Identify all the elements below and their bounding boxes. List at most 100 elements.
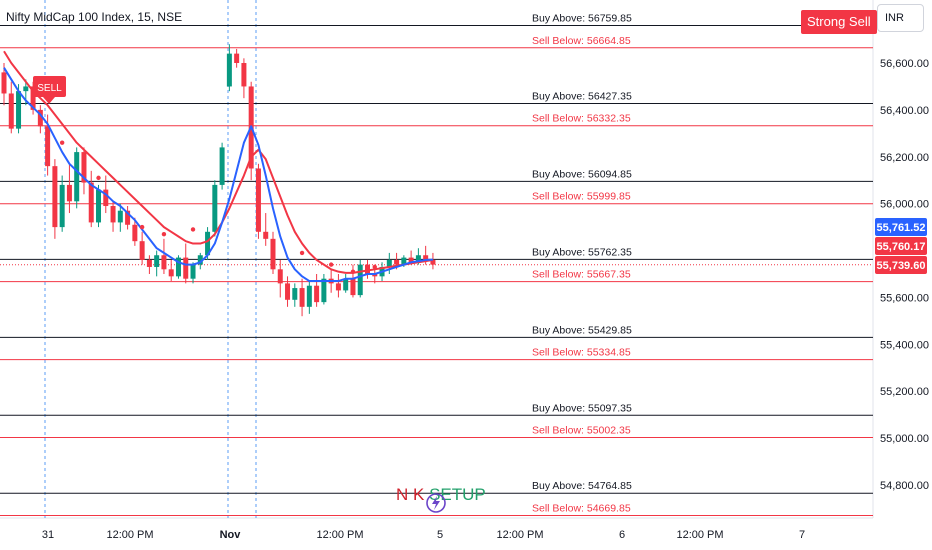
time-tick-label: 5 xyxy=(437,529,443,541)
moving-averages xyxy=(3,50,434,283)
time-tick-label: 12:00 PM xyxy=(106,529,153,541)
candle-body xyxy=(219,147,225,185)
candle-body xyxy=(175,257,181,277)
candle-body xyxy=(299,288,305,307)
candle-body xyxy=(292,288,298,300)
price-tag-box xyxy=(875,256,927,274)
sell-marker-label: SELL xyxy=(37,83,62,94)
signal-dot xyxy=(139,224,145,230)
candle-body xyxy=(343,278,349,291)
buy-level-label: Buy Above: 56759.85 xyxy=(532,13,632,25)
candle-body xyxy=(197,255,203,265)
candle-body xyxy=(372,274,378,277)
candle-body xyxy=(45,126,51,167)
candle-body xyxy=(335,283,341,291)
candle-body xyxy=(285,283,291,300)
price-tick-label: 55,400.00 xyxy=(880,339,929,351)
signal-dot xyxy=(350,269,356,274)
candle-body xyxy=(125,210,131,225)
candle-body xyxy=(88,182,94,223)
price-tick-label: 56,000.00 xyxy=(880,199,929,211)
price-tag-box xyxy=(875,237,927,255)
candle-body xyxy=(59,184,65,228)
sell-marker-arrow xyxy=(43,97,55,104)
candle-body xyxy=(52,166,58,228)
candle-body xyxy=(146,259,152,267)
candle-body xyxy=(23,86,29,92)
candle-body xyxy=(183,257,189,279)
price-tag-label: 55,761.52 xyxy=(877,222,926,234)
sell-level-label: Sell Below: 55002.35 xyxy=(532,425,631,437)
sell-level-label: Sell Below: 56332.35 xyxy=(532,113,631,125)
buy-level-label: Buy Above: 55429.85 xyxy=(532,324,632,336)
sell-level-label: Sell Below: 56664.85 xyxy=(532,35,631,47)
candle-body xyxy=(1,72,7,94)
watermark: N K SETUP xyxy=(396,485,486,513)
candle-body xyxy=(81,152,87,183)
price-tick-label: 54,800.00 xyxy=(880,480,929,492)
watermark-nk: N K xyxy=(396,485,429,504)
candle-body xyxy=(117,210,123,223)
price-tick-label: 56,600.00 xyxy=(880,58,929,70)
sell-level-label: Sell Below: 55999.85 xyxy=(532,191,631,203)
candle-body xyxy=(314,285,320,303)
price-tick-label: 56,200.00 xyxy=(880,152,929,164)
price-tags: 55,761.52 55,760.17 55,739.60 xyxy=(875,218,927,274)
time-axis: 31 12:00 PM Nov 12:00 PM 5 12:00 PM 6 12:00 PM 7 xyxy=(42,529,805,541)
signal-dot xyxy=(328,262,334,267)
buy-level-label: Buy Above: 55097.35 xyxy=(532,402,632,414)
watermark-setup: SETUP xyxy=(429,485,486,504)
time-tick-label: Nov xyxy=(220,529,242,541)
signal-dot xyxy=(299,250,305,256)
price-tag-box xyxy=(875,218,927,236)
signal-dot xyxy=(96,175,101,181)
candle-body xyxy=(350,278,356,296)
candle-body xyxy=(430,259,436,265)
candle-body xyxy=(161,255,167,270)
candle-body xyxy=(139,241,145,260)
candle-body xyxy=(401,257,407,265)
sell-marker-box xyxy=(33,76,66,97)
lightning-icon xyxy=(426,493,446,513)
time-tick-label: 7 xyxy=(799,529,805,541)
candle-body xyxy=(263,231,269,239)
candle-body xyxy=(415,255,421,263)
candle-body xyxy=(96,189,102,223)
candle-body xyxy=(306,285,312,307)
candle-body xyxy=(255,168,261,232)
candle-body xyxy=(154,255,160,267)
price-tag-label: 55,760.17 xyxy=(877,241,926,253)
price-tick-label: 55,600.00 xyxy=(880,292,929,304)
chart-title: Nifty MidCap 100 Index, 15, NSE xyxy=(6,10,183,24)
price-tick-label: 56,400.00 xyxy=(880,105,929,117)
time-tick-label: 6 xyxy=(619,529,625,541)
candle-body xyxy=(234,53,240,63)
buy-level-label: Buy Above: 55762.35 xyxy=(532,246,632,258)
signal-dot xyxy=(372,264,377,270)
candle-body xyxy=(394,259,400,265)
candle-body xyxy=(110,206,116,223)
signal-dot xyxy=(190,227,196,232)
candle-body xyxy=(37,109,43,127)
sell-level-label: Sell Below: 55667.35 xyxy=(532,269,631,281)
sell-level-label: Sell Below: 55334.85 xyxy=(532,347,631,359)
candle-body xyxy=(205,231,211,256)
candle-body xyxy=(132,224,138,242)
price-tag-label: 55,739.60 xyxy=(877,260,926,272)
candle-body xyxy=(226,53,232,87)
candle-body xyxy=(386,259,392,267)
price-tick-label: 55,200.00 xyxy=(880,386,929,398)
time-tick-label: 12:00 PM xyxy=(676,529,723,541)
signal-dots xyxy=(59,140,377,274)
slow-ma-line xyxy=(3,50,434,274)
candle-body xyxy=(8,93,14,129)
watermark-text: N K SETUP xyxy=(396,485,486,504)
candle-body xyxy=(190,264,196,279)
time-tick-label: 31 xyxy=(42,529,54,541)
price-axis: 56,600.00 56,400.00 56,200.00 56,000.00 55,6… xyxy=(880,58,929,492)
candle-body xyxy=(365,264,370,274)
candle-body xyxy=(212,184,218,232)
currency-selector[interactable]: INR xyxy=(877,4,924,32)
candle-body xyxy=(423,255,429,260)
